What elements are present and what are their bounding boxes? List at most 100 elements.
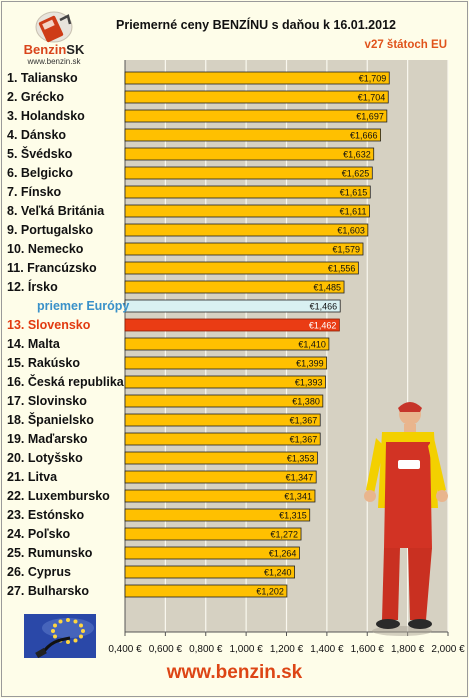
attendant-mascot-icon	[356, 398, 448, 638]
star-icon	[66, 618, 70, 622]
country-label: 26. Cyprus	[7, 565, 71, 579]
bar	[124, 71, 390, 85]
bar-value-label: €1,615	[340, 188, 368, 198]
country-label: 3. Holandsko	[7, 109, 85, 123]
bar	[124, 318, 340, 332]
bar	[124, 508, 311, 522]
bar-value-label: €1,393	[295, 378, 323, 388]
star-icon	[81, 629, 85, 633]
logo-url: www.benzin.sk	[27, 57, 81, 66]
x-tick-label: 1,000 €	[229, 644, 263, 655]
bar	[124, 280, 345, 294]
star-icon	[58, 619, 63, 624]
bar-value-label: €1,485	[314, 283, 342, 293]
bar-value-label: €1,367	[290, 416, 318, 426]
eu-flag-icon	[24, 614, 96, 659]
bar-value-label: €1,666	[350, 131, 378, 141]
bar	[124, 432, 321, 446]
x-tick-label: 0,400 €	[108, 644, 142, 655]
country-label: 14. Malta	[7, 337, 60, 351]
bar-value-label: €1,367	[290, 435, 318, 445]
bar-value-label: €1,240	[264, 568, 292, 578]
bar	[124, 489, 316, 503]
bar	[124, 584, 288, 598]
footer-url[interactable]: www.benzin.sk	[166, 662, 303, 683]
bar-value-label: €1,704	[358, 93, 386, 103]
bar	[124, 451, 318, 465]
bar	[124, 223, 369, 237]
country-label: 11. Francúzsko	[7, 261, 97, 275]
x-tick-label: 1,600 €	[351, 644, 385, 655]
bar-value-label: €1,579	[332, 245, 360, 255]
bar	[124, 147, 375, 161]
country-label: 5. Švédsko	[7, 147, 73, 161]
bar	[124, 546, 300, 560]
country-label: 16. Česká republika	[7, 375, 124, 389]
country-label: 4. Dánsko	[7, 128, 67, 142]
bar	[124, 90, 389, 104]
bar-value-label: €1,347	[286, 473, 314, 483]
bar-value-label: €1,697	[356, 112, 384, 122]
bar-value-label: €1,632	[343, 150, 371, 160]
bar-value-label: €1,625	[342, 169, 370, 179]
country-label: 20. Lotyšsko	[7, 451, 83, 465]
star-icon	[73, 619, 78, 624]
bar	[124, 242, 364, 256]
country-label: 1. Taliansko	[7, 71, 78, 85]
bar-value-label: €1,380	[292, 397, 320, 407]
bar-value-label: €1,462	[309, 321, 337, 331]
bar-value-label: €1,611	[340, 207, 367, 217]
x-tick-label: 0,800 €	[189, 644, 223, 655]
x-tick-label: 1,800 €	[391, 644, 425, 655]
country-label: 22. Luxembursko	[7, 489, 110, 503]
country-label: 9. Portugalsko	[7, 223, 94, 237]
country-label: 27. Bulharsko	[7, 584, 89, 598]
fuel-pump-icon	[35, 11, 73, 43]
bar	[124, 527, 302, 541]
country-label: 23. Estónsko	[7, 508, 85, 522]
x-tick-label: 0,600 €	[149, 644, 183, 655]
bar-value-label: €1,315	[279, 511, 307, 521]
bar	[124, 337, 330, 351]
bar	[124, 565, 295, 579]
star-icon	[53, 623, 58, 628]
x-tick-label: 1,400 €	[310, 644, 344, 655]
chart-subtitle: v27 štátoch EU	[364, 39, 447, 51]
bar	[124, 299, 341, 313]
country-label: 7. Fínsko	[7, 185, 62, 199]
bar	[124, 128, 381, 142]
bar	[124, 204, 370, 218]
average-label: priemer Európy	[37, 299, 130, 313]
star-icon	[78, 623, 83, 628]
country-label: 12. Írsko	[7, 280, 58, 294]
bar-value-label: €1,272	[271, 530, 299, 540]
country-label: 13. Slovensko	[7, 318, 91, 332]
country-label: 18. Španielsko	[7, 413, 94, 427]
x-tick-label: 2,000 €	[431, 644, 465, 655]
country-label: 6. Belgicko	[7, 166, 73, 180]
bar	[124, 413, 321, 427]
star-icon	[73, 638, 78, 643]
star-icon	[51, 629, 55, 633]
country-label: 10. Nemecko	[7, 242, 84, 256]
bar-value-label: €1,603	[337, 226, 365, 236]
country-label: 2. Grécko	[7, 90, 64, 104]
star-icon	[78, 634, 83, 639]
x-tick-label: 1,200 €	[270, 644, 304, 655]
bar	[124, 375, 326, 389]
country-label: 19. Maďarsko	[7, 432, 88, 446]
bar	[124, 394, 324, 408]
bar	[124, 185, 371, 199]
bar-value-label: €1,341	[284, 492, 312, 502]
bar	[124, 109, 388, 123]
country-label: 8. Veľká Británia	[7, 204, 105, 218]
bar-value-label: €1,466	[310, 302, 338, 312]
bar-value-label: €1,556	[328, 264, 356, 274]
bar-value-label: €1,410	[298, 340, 326, 350]
bar-value-label: €1,709	[359, 74, 387, 84]
star-icon	[53, 634, 58, 639]
benzin-sk-logo[interactable]: BenzinSK www.benzin.sk	[14, 10, 94, 66]
country-label: 24. Poľsko	[7, 527, 71, 541]
bar	[124, 470, 317, 484]
